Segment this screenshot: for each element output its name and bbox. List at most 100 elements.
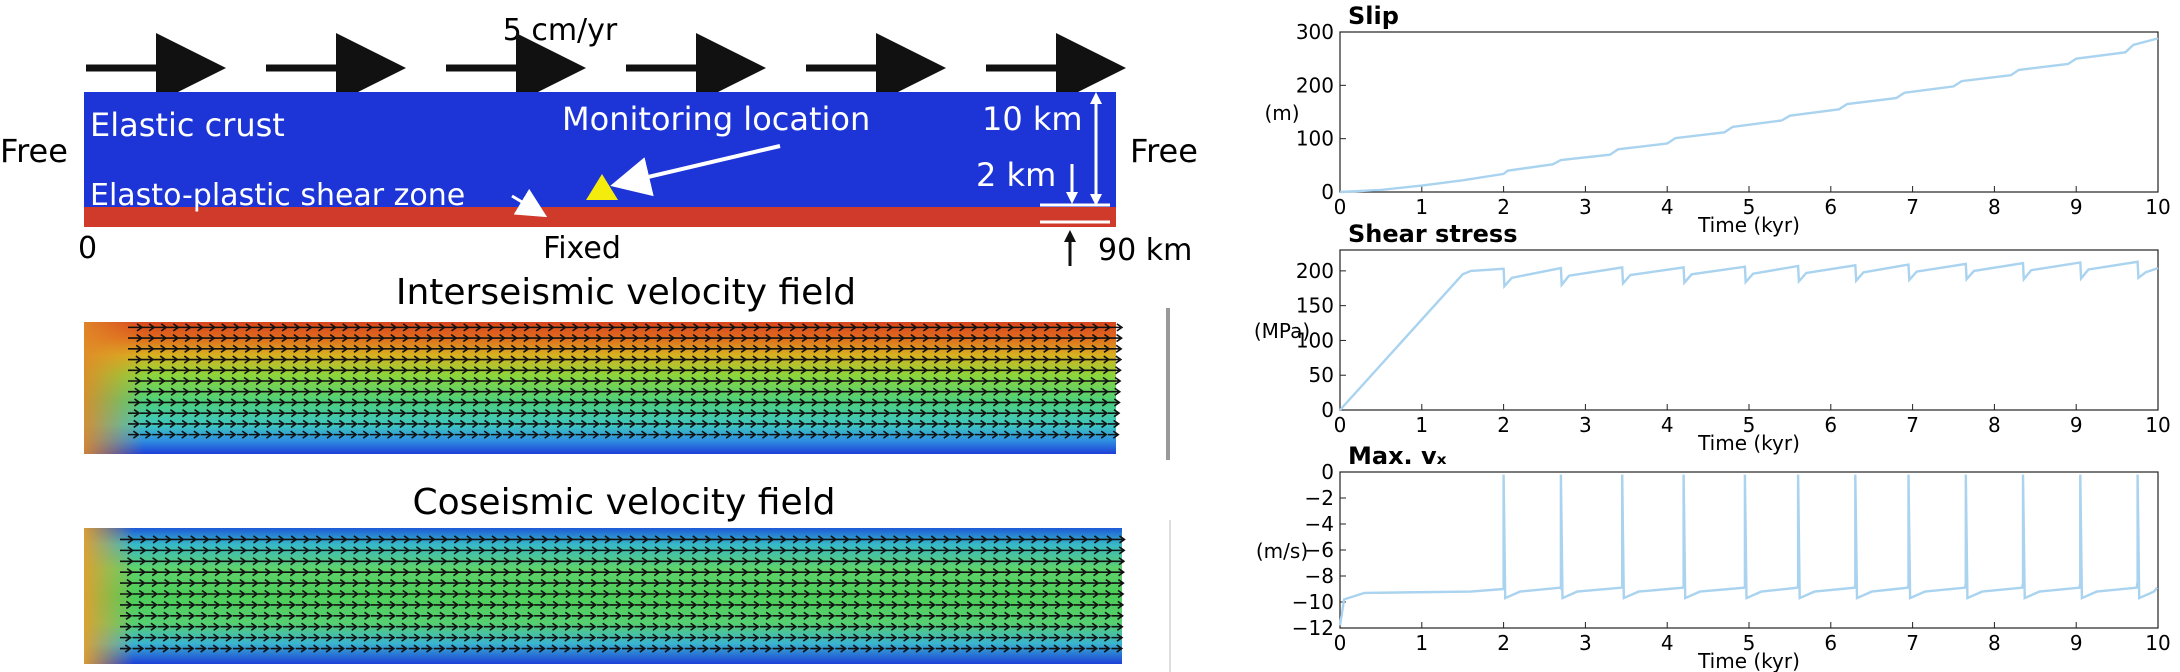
velocity-arrow	[295, 568, 310, 577]
velocity-arrow	[145, 589, 159, 599]
y-tick-label: 300	[1296, 20, 1334, 44]
velocity-arrow	[697, 568, 711, 577]
x-tick-label: 0	[1334, 413, 1347, 437]
velocity-arrow	[709, 611, 723, 620]
velocity-arrow	[797, 633, 810, 642]
interseismic-velocity-arrows	[128, 323, 1124, 439]
velocity-arrow	[1086, 568, 1100, 577]
velocity-arrow	[546, 633, 559, 642]
velocity-arrow	[772, 644, 785, 653]
velocity-arrow	[559, 644, 571, 653]
velocity-arrow	[258, 557, 272, 566]
velocity-arrow	[835, 644, 848, 653]
velocity-arrow	[396, 600, 409, 610]
x-tick-label: 3	[1579, 631, 1592, 655]
velocity-arrow	[1048, 633, 1061, 642]
chart-2: Max. vₓ(m/s)Time (kyr)0 1 2 3 4 5 6 7 8 9 100−2−4−…	[1256, 442, 2171, 672]
velocity-arrow	[446, 622, 459, 631]
velocity-arrow	[534, 578, 548, 588]
velocity-arrow	[270, 568, 285, 577]
velocity-arrow	[396, 633, 409, 642]
velocity-arrow	[1023, 568, 1038, 577]
velocity-arrow	[999, 430, 1011, 439]
velocity-arrow	[394, 419, 407, 429]
velocity-arrow	[935, 611, 949, 620]
velocity-arrow	[747, 578, 761, 588]
velocity-arrow	[587, 398, 601, 407]
velocity-arrow	[164, 398, 178, 407]
velocity-arrow	[744, 419, 758, 429]
velocity-arrow	[660, 409, 673, 418]
velocity-arrow	[295, 600, 309, 610]
velocity-arrow	[1061, 589, 1075, 599]
velocity-arrow	[333, 644, 346, 653]
velocity-arrow	[660, 419, 673, 429]
velocity-arrow	[1036, 568, 1050, 577]
velocity-arrow	[145, 600, 158, 610]
x-tick-label: 4	[1661, 631, 1674, 655]
velocity-arrow	[817, 409, 831, 418]
velocity-arrow	[1059, 419, 1072, 429]
velocity-arrow	[948, 578, 962, 588]
velocity-arrow	[563, 387, 577, 396]
velocity-arrow	[471, 557, 486, 566]
velocity-arrow	[1083, 419, 1096, 429]
velocity-arrow	[182, 644, 195, 653]
velocity-arrow	[860, 557, 875, 566]
x-tick-label: 8	[1988, 195, 2001, 219]
velocity-arrow	[490, 387, 505, 396]
velocity-arrow	[1035, 387, 1049, 396]
coseismic-velocity-arrows	[120, 535, 1126, 653]
velocity-arrow	[333, 398, 347, 407]
velocity-arrow	[170, 611, 183, 620]
velocity-arrow	[358, 578, 372, 588]
velocity-arrow	[273, 409, 286, 418]
velocity-arrow	[898, 557, 912, 566]
velocity-arrow	[383, 578, 397, 588]
x-tick-label: 7	[1906, 195, 1919, 219]
velocity-arrow	[478, 430, 491, 439]
velocity-arrow	[559, 622, 572, 631]
velocity-arrow	[732, 419, 746, 429]
velocity-arrow	[1073, 578, 1088, 588]
x-tick-label: 6	[1824, 631, 1837, 655]
velocity-arrow	[722, 611, 735, 620]
velocity-arrow	[164, 409, 177, 418]
y-tick-label: 200	[1296, 73, 1334, 97]
velocity-arrow	[1048, 644, 1061, 653]
velocity-arrow	[835, 622, 848, 631]
velocity-arrow	[157, 568, 172, 577]
velocity-arrow	[421, 568, 435, 577]
velocity-arrow	[220, 622, 233, 631]
velocity-arrow	[734, 600, 748, 610]
velocity-arrow	[458, 578, 473, 588]
series-line	[1338, 474, 2159, 626]
velocity-arrow	[998, 600, 1012, 610]
velocity-arrow	[369, 398, 383, 407]
velocity-arrow	[295, 589, 309, 599]
velocity-arrow	[873, 557, 887, 566]
velocity-arrow	[321, 409, 335, 418]
velocity-arrow	[781, 398, 795, 407]
velocity-arrow	[772, 589, 786, 599]
velocity-arrow	[835, 589, 849, 599]
x-tick-label: 5	[1743, 195, 1756, 219]
velocity-arrow	[636, 409, 649, 418]
velocity-arrow	[948, 600, 962, 610]
velocity-arrow	[938, 430, 951, 439]
velocity-arrow	[503, 387, 517, 396]
velocity-arrow	[793, 430, 806, 439]
velocity-arrow	[609, 589, 623, 599]
velocity-arrow	[245, 622, 258, 631]
velocity-arrow	[559, 578, 573, 588]
velocity-arrow	[1098, 589, 1112, 599]
velocity-arrow	[596, 600, 610, 610]
velocity-arrow	[232, 589, 246, 599]
velocity-arrow	[722, 589, 736, 599]
velocity-arrow	[622, 644, 634, 653]
velocity-arrow	[575, 419, 588, 429]
velocity-arrow	[245, 578, 259, 588]
velocity-arrow	[1023, 611, 1037, 620]
velocity-arrow	[1086, 578, 1100, 588]
velocity-arrow	[720, 387, 734, 396]
